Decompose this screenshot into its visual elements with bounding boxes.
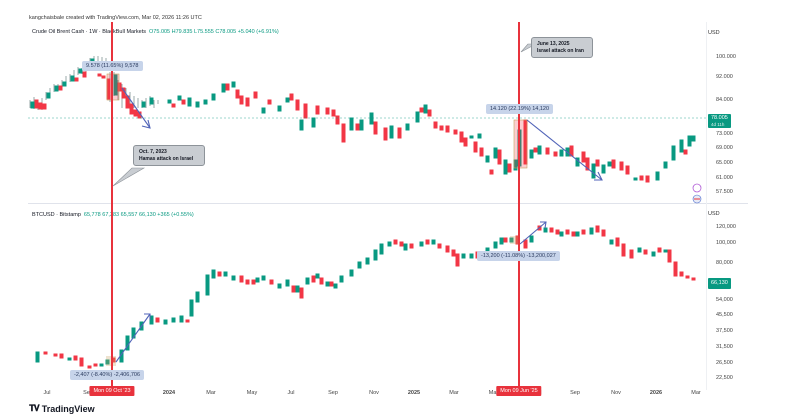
brent-price-axis[interactable]: 100.000 92.000 84.000 73.000 69.000 65.0… xyxy=(708,0,748,200)
crosshair-date-2: Mon 09 Jun '25 xyxy=(496,386,542,396)
brent-symbol: Crude Oil Brent Cash · 1W · BlackBull Ma… xyxy=(32,29,147,35)
x-tick: Sep xyxy=(328,390,338,396)
y-tick: 84.000 xyxy=(716,97,733,103)
y-tick: 69.000 xyxy=(716,145,733,151)
y-tick: 26,500 xyxy=(716,360,733,366)
x-tick: Mar xyxy=(449,390,459,396)
y-tick: 100,000 xyxy=(716,240,736,246)
x-tick: 2024 xyxy=(162,390,176,396)
callout-oct7-text: Hamas attack on Israel xyxy=(139,155,194,162)
btc-price-axis[interactable]: 120,000 100,000 80,000 54,000 45,500 37,… xyxy=(708,0,748,400)
x-tick: Mar xyxy=(206,390,216,396)
panel-divider xyxy=(28,203,748,204)
event-line-oct-2023[interactable] xyxy=(111,22,113,388)
brent-last-price-tag: 78.005 4d 11h xyxy=(708,114,731,128)
x-tick: 2025 xyxy=(407,390,421,396)
y-tick: 54,000 xyxy=(716,297,733,303)
callout-jun13[interactable]: June 13, 2025 Israel attack on Iran xyxy=(531,37,593,58)
x-tick: May xyxy=(246,390,258,396)
y-tick: 31,500 xyxy=(716,344,733,350)
brent-countdown: 4d 11h xyxy=(711,121,725,127)
btc-ohlc: 65,778 67,383 65,557 66,130 +365 (+0.55%… xyxy=(83,212,194,218)
callout-jun13-title: June 13, 2025 xyxy=(537,41,570,47)
y-tick: 65.000 xyxy=(716,160,733,166)
btc-legend: BTCUSD · Bitstamp 65,778 67,383 65,557 66… xyxy=(32,212,194,218)
brent-legend: Crude Oil Brent Cash · 1W · BlackBull Ma… xyxy=(32,29,279,35)
tv-logo-text: TradingView xyxy=(41,403,95,414)
y-tick: 57.500 xyxy=(716,189,733,195)
x-tick: Sep xyxy=(83,390,93,396)
x-tick: May xyxy=(488,390,500,396)
y-tick: 100.000 xyxy=(716,54,736,60)
btc-currency: USD xyxy=(708,211,720,217)
brent-currency: USD xyxy=(708,30,720,36)
callout-oct7-title: Oct. 7, 2023 xyxy=(139,149,167,155)
event-line-jun-2025[interactable] xyxy=(518,22,520,388)
btc-measure-1: -2,407 (-8.40%) -2,406,706 xyxy=(70,370,145,380)
x-tick: 2026 xyxy=(649,390,663,396)
crosshair-date-1: Mon 09 Oct '23 xyxy=(89,386,135,396)
x-tick: Nov xyxy=(611,390,621,396)
y-tick: 61.000 xyxy=(716,175,733,181)
brent-last-price: 78.005 xyxy=(711,115,728,121)
y-tick: 80,000 xyxy=(716,260,733,266)
x-tick: Nov xyxy=(369,390,379,396)
brent-measure-2: 14.120 (22.19%) 14,120 xyxy=(486,104,554,114)
y-tick: 22,500 xyxy=(716,375,733,381)
x-tick: Jul xyxy=(43,390,51,396)
btc-last-price-tag: 66,130 xyxy=(708,278,731,289)
chart-credit: kangchaisbale created with TradingView.c… xyxy=(29,15,202,21)
brent-ohlc: O75.005 H79.835 L75.555 C78.005 +5.040 (… xyxy=(149,29,279,35)
y-tick: 73.000 xyxy=(716,131,733,137)
y-tick: 37,500 xyxy=(716,328,733,334)
y-tick: 92.000 xyxy=(716,74,733,80)
tv-logo-icon: 𝐓𝐕 xyxy=(29,403,40,413)
x-tick: Jul xyxy=(287,390,295,396)
x-tick: Mar xyxy=(691,390,701,396)
btc-last-price: 66,130 xyxy=(711,280,728,286)
btc-symbol: BTCUSD · Bitstamp xyxy=(32,212,81,218)
y-tick: 45,500 xyxy=(716,312,733,318)
callout-oct7[interactable]: Oct. 7, 2023 Hamas attack on Israel xyxy=(133,145,205,166)
y-tick: 120,000 xyxy=(716,224,736,230)
brent-measure-1: 9.578 (11.65%) 9,578 xyxy=(82,61,143,71)
callout-jun13-text: Israel attack on Iran xyxy=(537,47,584,54)
price-axis-border xyxy=(706,22,707,390)
tradingview-logo[interactable]: 𝐓𝐕 TradingView xyxy=(29,403,95,414)
x-tick: Sep xyxy=(570,390,580,396)
btc-measure-2: -13,200 (-11.08%) -13,200,027 xyxy=(477,251,560,261)
